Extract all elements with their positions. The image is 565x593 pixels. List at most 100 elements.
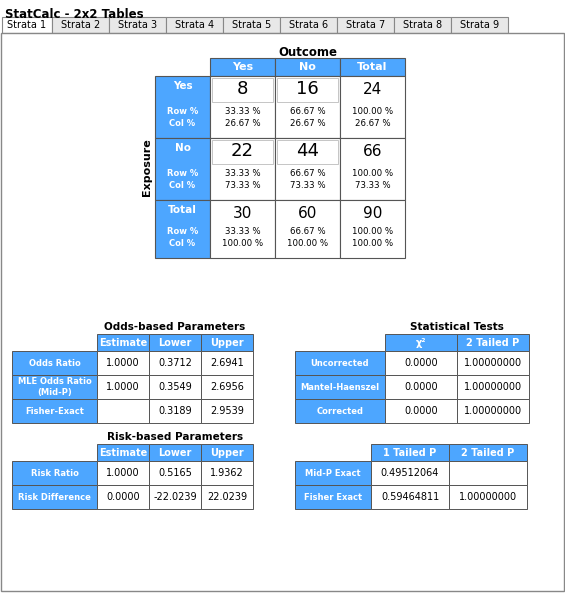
Bar	[12, 461, 97, 485]
Text: 2.9539: 2.9539	[210, 406, 244, 416]
Text: No: No	[175, 143, 190, 153]
Text: 100.00 %: 100.00 %	[222, 240, 263, 248]
Text: Fisher-Exact: Fisher-Exact	[25, 406, 84, 416]
Text: Row %: Row %	[167, 107, 198, 116]
Text: Odds Ratio: Odds Ratio	[29, 359, 80, 368]
Text: Strata 3: Strata 3	[118, 21, 157, 30]
Bar	[223, 17, 280, 33]
Text: 0.49512064: 0.49512064	[381, 468, 439, 478]
Text: Row %: Row %	[167, 228, 198, 237]
Bar	[449, 461, 527, 485]
Bar	[275, 76, 340, 138]
Text: 44: 44	[296, 142, 319, 160]
Bar	[97, 334, 149, 351]
Text: Strata 8: Strata 8	[403, 21, 442, 30]
Text: Mantel-Haenszel: Mantel-Haenszel	[301, 382, 380, 391]
Text: Yes: Yes	[232, 62, 253, 72]
Text: 30: 30	[233, 206, 252, 221]
Bar	[385, 375, 457, 399]
Text: Risk-based Parameters: Risk-based Parameters	[107, 432, 243, 442]
Bar	[210, 138, 275, 200]
Bar	[97, 399, 149, 423]
Text: 100.00 %: 100.00 %	[352, 170, 393, 178]
Text: 16: 16	[296, 80, 319, 98]
Text: 2.6941: 2.6941	[210, 358, 244, 368]
Text: 1.0000: 1.0000	[106, 382, 140, 392]
Text: 0.0000: 0.0000	[404, 358, 438, 368]
Text: Statistical Tests: Statistical Tests	[410, 322, 504, 332]
Bar	[449, 485, 527, 509]
Text: 2 Tailed P: 2 Tailed P	[462, 448, 515, 458]
Bar	[97, 375, 149, 399]
Text: Outcome: Outcome	[278, 46, 337, 59]
Text: Estimate: Estimate	[99, 448, 147, 458]
Bar	[149, 351, 201, 375]
Text: Uncorrected: Uncorrected	[311, 359, 370, 368]
Bar	[275, 138, 340, 200]
Bar	[295, 485, 371, 509]
Bar	[12, 399, 97, 423]
Text: 0.0000: 0.0000	[404, 406, 438, 416]
Bar	[295, 375, 385, 399]
Bar	[155, 76, 210, 138]
Bar	[149, 375, 201, 399]
Text: Col %: Col %	[170, 120, 195, 129]
Text: 0.5165: 0.5165	[158, 468, 192, 478]
Bar	[451, 17, 508, 33]
Text: 0.3549: 0.3549	[158, 382, 192, 392]
Text: 33.33 %: 33.33 %	[225, 107, 260, 116]
Text: 73.33 %: 73.33 %	[290, 181, 325, 190]
Text: 66: 66	[363, 144, 383, 158]
Text: 73.33 %: 73.33 %	[355, 181, 390, 190]
Text: Col %: Col %	[170, 240, 195, 248]
Text: Lower: Lower	[158, 448, 192, 458]
Text: Total: Total	[357, 62, 388, 72]
Text: -22.0239: -22.0239	[153, 492, 197, 502]
Text: 26.67 %: 26.67 %	[290, 120, 325, 129]
Bar	[155, 200, 210, 258]
Bar	[277, 140, 338, 164]
Text: Mid-P Exact: Mid-P Exact	[305, 468, 361, 477]
Bar	[109, 17, 166, 33]
Bar	[149, 399, 201, 423]
Bar	[12, 485, 97, 509]
Bar	[295, 399, 385, 423]
Text: 100.00 %: 100.00 %	[352, 240, 393, 248]
Bar	[394, 17, 451, 33]
Bar	[340, 58, 405, 76]
Bar	[166, 17, 223, 33]
Text: Exposure: Exposure	[142, 138, 152, 196]
Text: 0.3712: 0.3712	[158, 358, 192, 368]
Bar	[201, 375, 253, 399]
Text: 0.0000: 0.0000	[106, 492, 140, 502]
Bar	[295, 351, 385, 375]
Bar	[210, 76, 275, 138]
Text: 22: 22	[231, 142, 254, 160]
Text: 24: 24	[363, 81, 382, 97]
Text: Lower: Lower	[158, 337, 192, 347]
Text: 66.67 %: 66.67 %	[290, 107, 325, 116]
Text: Yes: Yes	[173, 81, 192, 91]
Text: No: No	[299, 62, 316, 72]
Text: 33.33 %: 33.33 %	[225, 228, 260, 237]
Bar	[97, 444, 149, 461]
Bar	[52, 17, 109, 33]
Text: 60: 60	[298, 206, 317, 221]
Text: 1.00000000: 1.00000000	[464, 358, 522, 368]
Bar	[337, 17, 394, 33]
Bar	[210, 58, 275, 76]
Text: Corrected: Corrected	[316, 406, 363, 416]
Text: Fisher Exact: Fisher Exact	[304, 493, 362, 502]
Text: 2.6956: 2.6956	[210, 382, 244, 392]
Text: Strata 1: Strata 1	[7, 21, 46, 30]
Text: 26.67 %: 26.67 %	[225, 120, 260, 129]
Text: 90: 90	[363, 206, 382, 221]
Bar	[275, 200, 340, 258]
Bar	[277, 78, 338, 102]
Bar	[97, 461, 149, 485]
Text: Total: Total	[168, 205, 197, 215]
Text: Row %: Row %	[167, 170, 198, 178]
Text: 33.33 %: 33.33 %	[225, 170, 260, 178]
Text: Col %: Col %	[170, 181, 195, 190]
Text: 0.3189: 0.3189	[158, 406, 192, 416]
